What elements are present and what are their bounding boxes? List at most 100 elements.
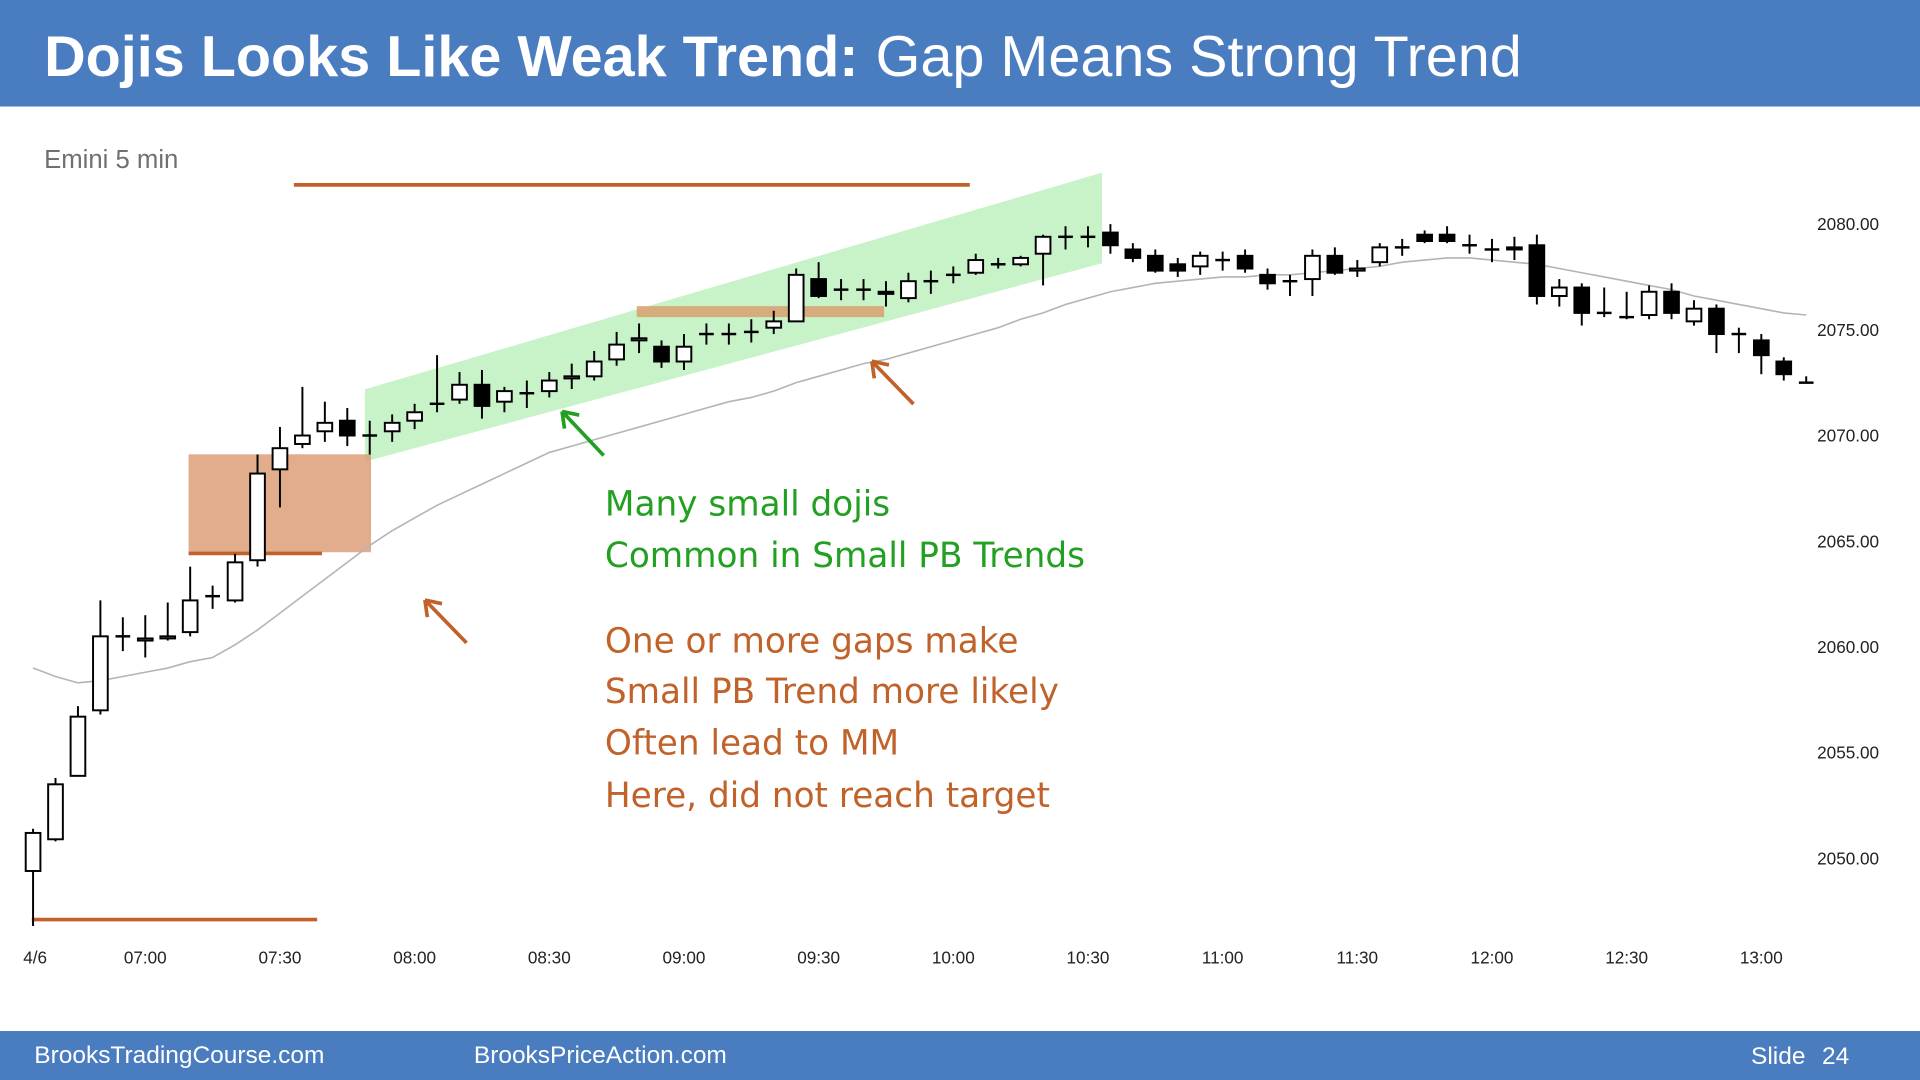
note: One or more gaps make <box>605 622 1019 662</box>
candle-body <box>1550 286 1568 297</box>
candle-body <box>810 278 827 297</box>
candle-body <box>338 419 356 437</box>
note: Common in Small PB Trends <box>605 536 1085 576</box>
candle-body <box>226 561 244 602</box>
candle-body <box>585 360 603 378</box>
candle-body <box>1124 248 1142 259</box>
x-tick-label: 08:00 <box>393 948 436 968</box>
candle-body <box>1528 244 1546 297</box>
slide-title: Dojis Looks Like Weak Trend: Gap Means St… <box>44 25 1522 89</box>
header-bar <box>0 0 1920 107</box>
candle-body <box>1371 246 1389 264</box>
candle-body <box>787 273 805 323</box>
orange-notes: One or more gaps make Small PB Trend mor… <box>605 622 1059 816</box>
candle-body <box>1034 235 1052 255</box>
candle-body <box>383 421 401 433</box>
candle-body <box>540 379 558 393</box>
y-tick-label: 2050.00 <box>1817 848 1879 868</box>
x-tick-label: 11:00 <box>1202 948 1244 968</box>
candle-body <box>877 290 895 295</box>
note: Often lead to MM <box>605 723 899 763</box>
footer-link: BrooksTradingCourse.com <box>34 1042 324 1069</box>
candle-body <box>1146 254 1164 272</box>
x-tick-label: 10:30 <box>1067 948 1110 968</box>
y-tick-label: 2060.00 <box>1817 637 1879 657</box>
candle-body <box>765 320 783 329</box>
x-tick-label: 09:30 <box>797 948 840 968</box>
candle-body <box>47 783 64 841</box>
candle-body <box>69 715 87 777</box>
candle-body <box>271 447 289 471</box>
candle-body <box>451 383 468 401</box>
x-tick-label: 13:00 <box>1740 948 1783 968</box>
x-tick-label: 11:30 <box>1337 948 1379 968</box>
x-tick-label: 07:30 <box>259 948 302 968</box>
candle-body <box>181 599 199 634</box>
candle-body <box>630 337 648 342</box>
arrow <box>560 409 606 457</box>
candle-body <box>1326 254 1344 274</box>
arrow <box>423 598 468 645</box>
title-rest: Gap Means Strong Trend <box>876 25 1522 89</box>
y-tick-label: 2075.00 <box>1817 320 1879 340</box>
x-tick-label: 12:00 <box>1471 948 1514 968</box>
footer-bar <box>0 1031 1920 1080</box>
y-tick-label: 2065.00 <box>1817 531 1879 551</box>
arrow <box>870 359 915 406</box>
candle-body <box>1191 254 1209 268</box>
candle-body <box>1304 254 1321 281</box>
candle-body <box>1640 290 1658 316</box>
x-tick-label: 12:30 <box>1605 948 1648 968</box>
candle-body <box>1685 307 1703 323</box>
x-tick-label: 4/6 <box>23 948 47 968</box>
arrows <box>423 359 915 645</box>
candle-body <box>1259 273 1276 285</box>
candle-body <box>1012 256 1029 266</box>
candle-body <box>406 411 423 422</box>
chart-subtitle: Emini 5 min <box>44 146 178 174</box>
candle-body <box>496 390 513 403</box>
slide-label: Slide <box>1751 1043 1805 1070</box>
y-tick-label: 2055.00 <box>1817 743 1879 763</box>
x-tick-label: 10:00 <box>932 948 975 968</box>
candle-body <box>653 345 670 363</box>
candle-body <box>1708 307 1725 336</box>
candle-body <box>1102 231 1119 247</box>
footer: BrooksTradingCourse.com BrooksPriceActio… <box>34 1042 1849 1070</box>
candle-body <box>1236 254 1254 270</box>
candle-body <box>316 421 334 433</box>
candle-body <box>900 280 917 300</box>
x-tick-label: 08:30 <box>528 948 571 968</box>
candle-body <box>294 434 311 445</box>
candle-body <box>675 345 693 363</box>
candle-body <box>1752 339 1770 357</box>
moving-average <box>32 257 1807 684</box>
candle-body <box>1416 233 1433 243</box>
note: Many small dojis <box>605 485 890 525</box>
candle-body <box>563 375 581 380</box>
candle-body <box>1506 246 1523 251</box>
note: Here, did not reach target <box>605 776 1050 816</box>
candle-body <box>608 343 625 361</box>
candle-body <box>1775 360 1793 376</box>
footer-link: BrooksPriceAction.com <box>474 1042 727 1069</box>
slide-number: 24 <box>1822 1043 1849 1070</box>
candle-body <box>24 831 42 872</box>
candle-body <box>967 259 985 274</box>
candle-body <box>1348 267 1366 272</box>
candle-body <box>1169 263 1187 272</box>
candle-body <box>159 635 177 640</box>
candle-body <box>92 635 109 712</box>
channel <box>364 172 1103 462</box>
x-tick-label: 07:00 <box>124 948 167 968</box>
candle-body <box>1573 286 1591 314</box>
title-bold: Dojis Looks Like Weak Trend: <box>44 25 858 89</box>
candle-body <box>136 637 154 642</box>
plot: 2050.00 2055.00 2060.00 2065.00 2070.00 2075.… <box>23 214 1879 967</box>
y-tick-label: 2080.00 <box>1817 214 1879 234</box>
candle-body <box>473 383 491 407</box>
green-notes: Many small dojis Common in Small PB Tren… <box>605 485 1085 576</box>
